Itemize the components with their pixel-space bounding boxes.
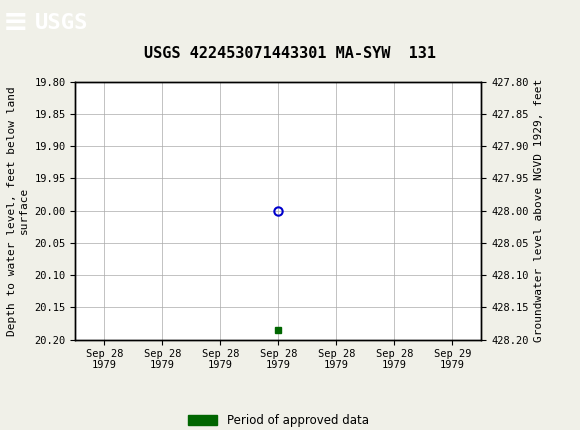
Y-axis label: Depth to water level, feet below land
surface: Depth to water level, feet below land su… xyxy=(8,86,29,335)
Text: USGS: USGS xyxy=(35,12,88,33)
Legend: Period of approved data: Period of approved data xyxy=(183,409,374,430)
Text: ≡: ≡ xyxy=(3,8,28,37)
Text: USGS 422453071443301 MA-SYW  131: USGS 422453071443301 MA-SYW 131 xyxy=(144,46,436,61)
Y-axis label: Groundwater level above NGVD 1929, feet: Groundwater level above NGVD 1929, feet xyxy=(534,79,544,342)
